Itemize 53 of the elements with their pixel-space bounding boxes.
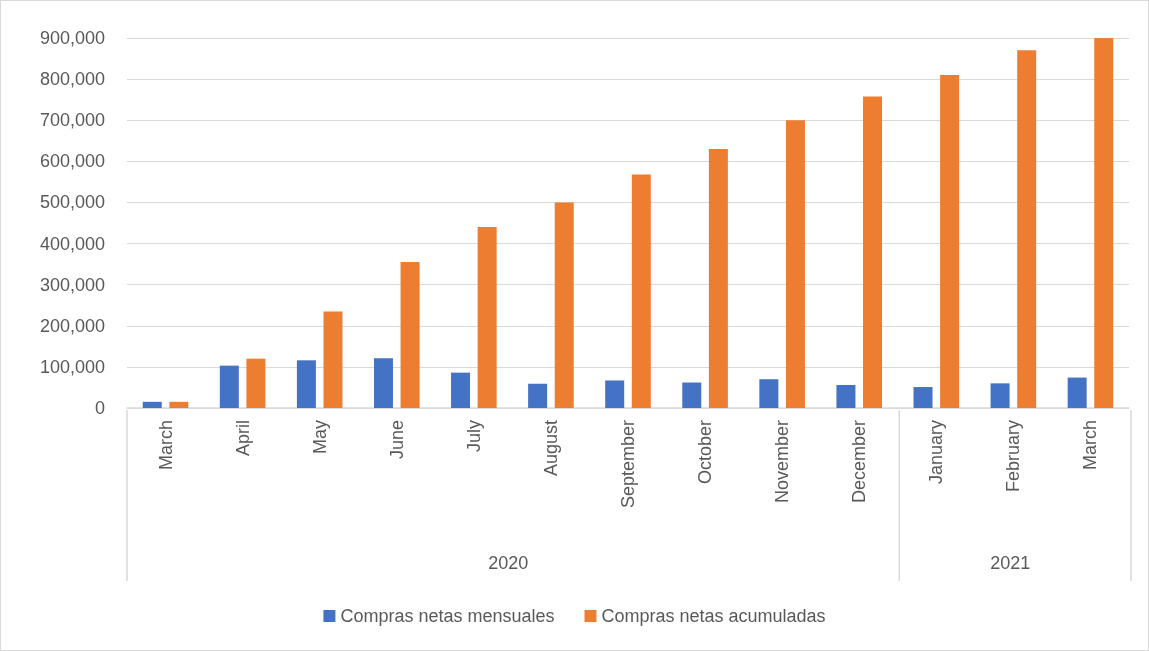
x-tick-label: December [849,420,870,504]
bar [451,372,471,408]
bar [990,383,1010,408]
x-tick-label: March [1080,420,1101,471]
bar [169,401,189,408]
y-tick-label: 300,000 [39,274,105,295]
bar [1067,377,1087,408]
bar [219,365,239,408]
x-tick-label: March [155,420,176,471]
bar [913,387,933,408]
x-tick-label: January [926,420,947,485]
y-tick-label: 500,000 [39,192,105,213]
bar [1094,38,1114,408]
legend-label: Compras netas acumuladas [601,606,826,626]
bar [785,120,805,408]
bar [631,174,651,408]
y-tick-label: 200,000 [39,315,105,336]
text: 2020 [488,553,529,573]
x-tick-label: November [772,420,793,504]
x-tick-label: August [540,420,561,477]
y-tick-label: 800,000 [39,69,105,90]
bar [296,360,316,408]
y-tick-label: 0 [94,398,105,418]
bar [682,382,702,408]
bar [1017,50,1037,408]
bar [940,75,960,408]
bar [708,149,728,408]
x-tick-label: May [309,420,330,455]
x-tick-label: February [1003,420,1024,493]
bar [528,383,548,408]
y-tick-label: 600,000 [39,151,105,172]
x-tick-label: June [386,420,407,460]
bar [400,262,420,408]
bar [759,379,779,408]
bar [554,202,574,408]
bar [863,96,883,408]
y-tick-label: 900,000 [39,28,105,48]
y-tick-label: 400,000 [39,233,105,254]
legend-label: Compras netas mensuales [340,606,555,626]
x-tick-label: April [232,420,253,457]
x-tick-label: September [618,420,638,509]
bar [605,380,625,408]
bar [373,358,393,408]
text: 2021 [990,553,1031,573]
bar [142,401,162,408]
bar [477,227,497,408]
bar [323,311,343,408]
y-tick-label: 100,000 [39,356,105,377]
x-tick-label: October [695,420,716,485]
bar [836,384,856,408]
x-tick-label: July [463,420,484,453]
bar [246,358,266,408]
y-tick-label: 700,000 [39,110,105,131]
